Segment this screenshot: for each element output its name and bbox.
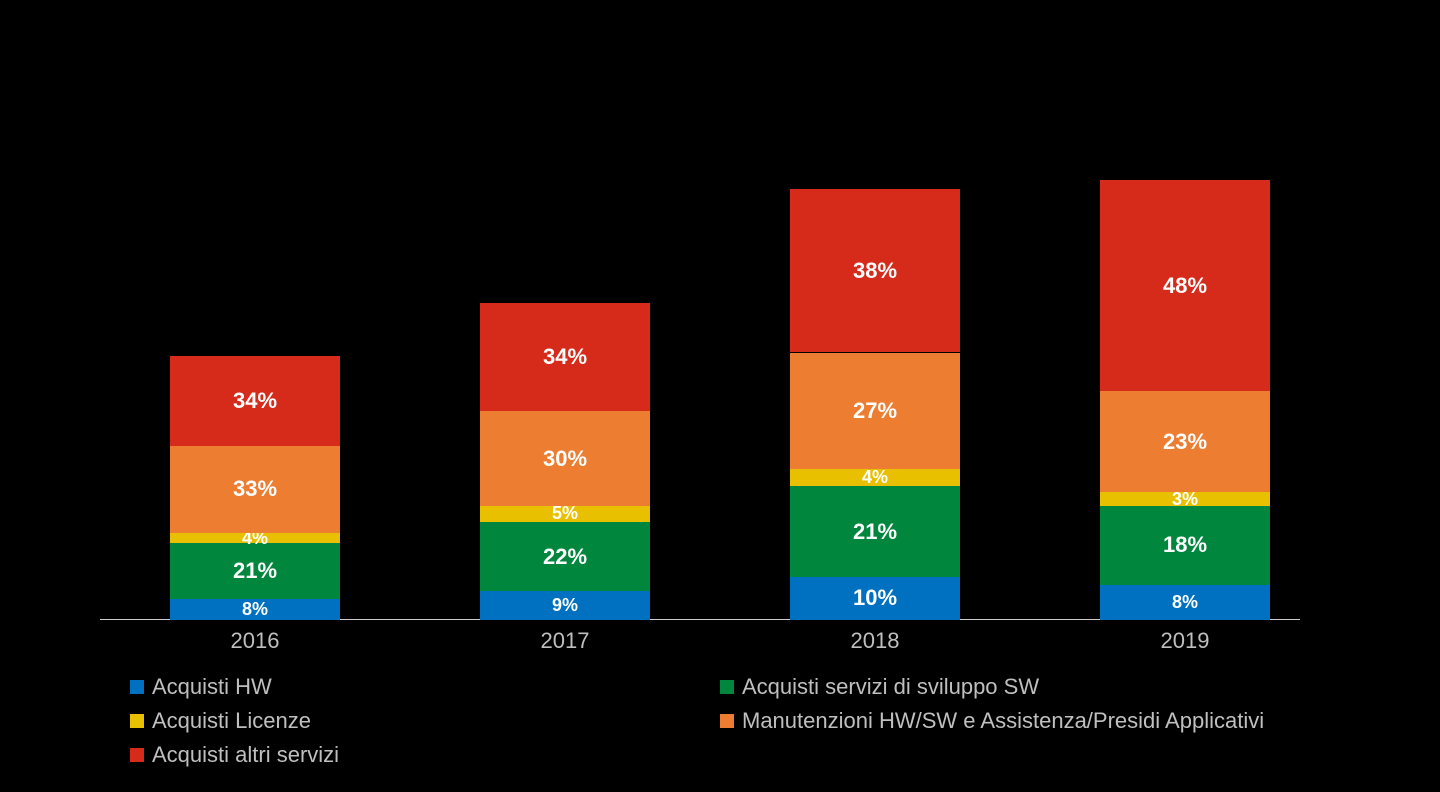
- segment-label: 8%: [1172, 592, 1198, 613]
- segment-2017-licenze: 5%: [480, 506, 650, 522]
- segment-2018-manut: 27%: [790, 353, 960, 470]
- segment-label: 30%: [543, 446, 587, 472]
- legend-label: Acquisti Licenze: [152, 708, 311, 734]
- segment-2019-sw: 18%: [1100, 506, 1270, 585]
- legend-swatch-icon: [720, 680, 734, 694]
- legend-label: Acquisti servizi di sviluppo SW: [742, 674, 1039, 700]
- legend-label: Manutenzioni HW/SW e Assistenza/Presidi …: [742, 708, 1264, 734]
- year-label-2016: 2016: [170, 628, 340, 654]
- segment-2017-sw: 22%: [480, 522, 650, 592]
- segment-label: 10%: [853, 585, 897, 611]
- segment-label: 48%: [1163, 273, 1207, 299]
- segment-label: 34%: [543, 344, 587, 370]
- segment-label: 5%: [552, 503, 578, 524]
- year-label-2019: 2019: [1100, 628, 1270, 654]
- segment-label: 33%: [233, 476, 277, 502]
- legend-swatch-icon: [720, 714, 734, 728]
- x-axis-labels: 2016 2017 2018 2019: [100, 628, 1340, 658]
- legend-label: Acquisti altri servizi: [152, 742, 339, 768]
- segment-2016-sw: 21%: [170, 543, 340, 598]
- chart-area: 8% 21% 4% 33% 34% 9% 22% 5% 30% 34% 10% 21% 4% 27% 38%…: [100, 180, 1340, 620]
- segment-label: 8%: [242, 599, 268, 620]
- segment-2016-altri: 34%: [170, 356, 340, 446]
- segment-2017-manut: 30%: [480, 411, 650, 506]
- segment-2018-sw: 21%: [790, 486, 960, 577]
- segment-label: 4%: [862, 467, 888, 488]
- segment-2018-hw: 10%: [790, 577, 960, 620]
- legend-item-sw: Acquisti servizi di sviluppo SW: [720, 674, 1310, 700]
- segment-2016-hw: 8%: [170, 599, 340, 620]
- year-label-2018: 2018: [790, 628, 960, 654]
- legend-swatch-icon: [130, 748, 144, 762]
- segment-2019-altri: 48%: [1100, 180, 1270, 391]
- segment-label: 9%: [552, 595, 578, 616]
- segment-2017-altri: 34%: [480, 303, 650, 411]
- legend: Acquisti HW Acquisti servizi di sviluppo …: [130, 670, 1310, 772]
- legend-item-manut: Manutenzioni HW/SW e Assistenza/Presidi …: [720, 708, 1310, 734]
- segment-label: 23%: [1163, 429, 1207, 455]
- segment-label: 34%: [233, 388, 277, 414]
- segment-2018-altri: 38%: [790, 189, 960, 353]
- segment-2016-manut: 33%: [170, 446, 340, 533]
- segment-2018-licenze: 4%: [790, 469, 960, 486]
- legend-swatch-icon: [130, 680, 144, 694]
- segment-2016-licenze: 4%: [170, 533, 340, 544]
- legend-swatch-icon: [130, 714, 144, 728]
- segment-2019-manut: 23%: [1100, 391, 1270, 492]
- legend-label: Acquisti HW: [152, 674, 272, 700]
- segment-label: 38%: [853, 258, 897, 284]
- segment-label: 21%: [853, 519, 897, 545]
- legend-item-hw: Acquisti HW: [130, 674, 720, 700]
- segment-label: 27%: [853, 398, 897, 424]
- year-label-2017: 2017: [480, 628, 650, 654]
- legend-item-altri: Acquisti altri servizi: [130, 742, 720, 768]
- legend-item-licenze: Acquisti Licenze: [130, 708, 720, 734]
- segment-2017-hw: 9%: [480, 591, 650, 620]
- segment-label: 18%: [1163, 532, 1207, 558]
- segment-label: 21%: [233, 558, 277, 584]
- segment-2019-hw: 8%: [1100, 585, 1270, 620]
- segment-label: 22%: [543, 544, 587, 570]
- segment-2019-licenze: 3%: [1100, 492, 1270, 505]
